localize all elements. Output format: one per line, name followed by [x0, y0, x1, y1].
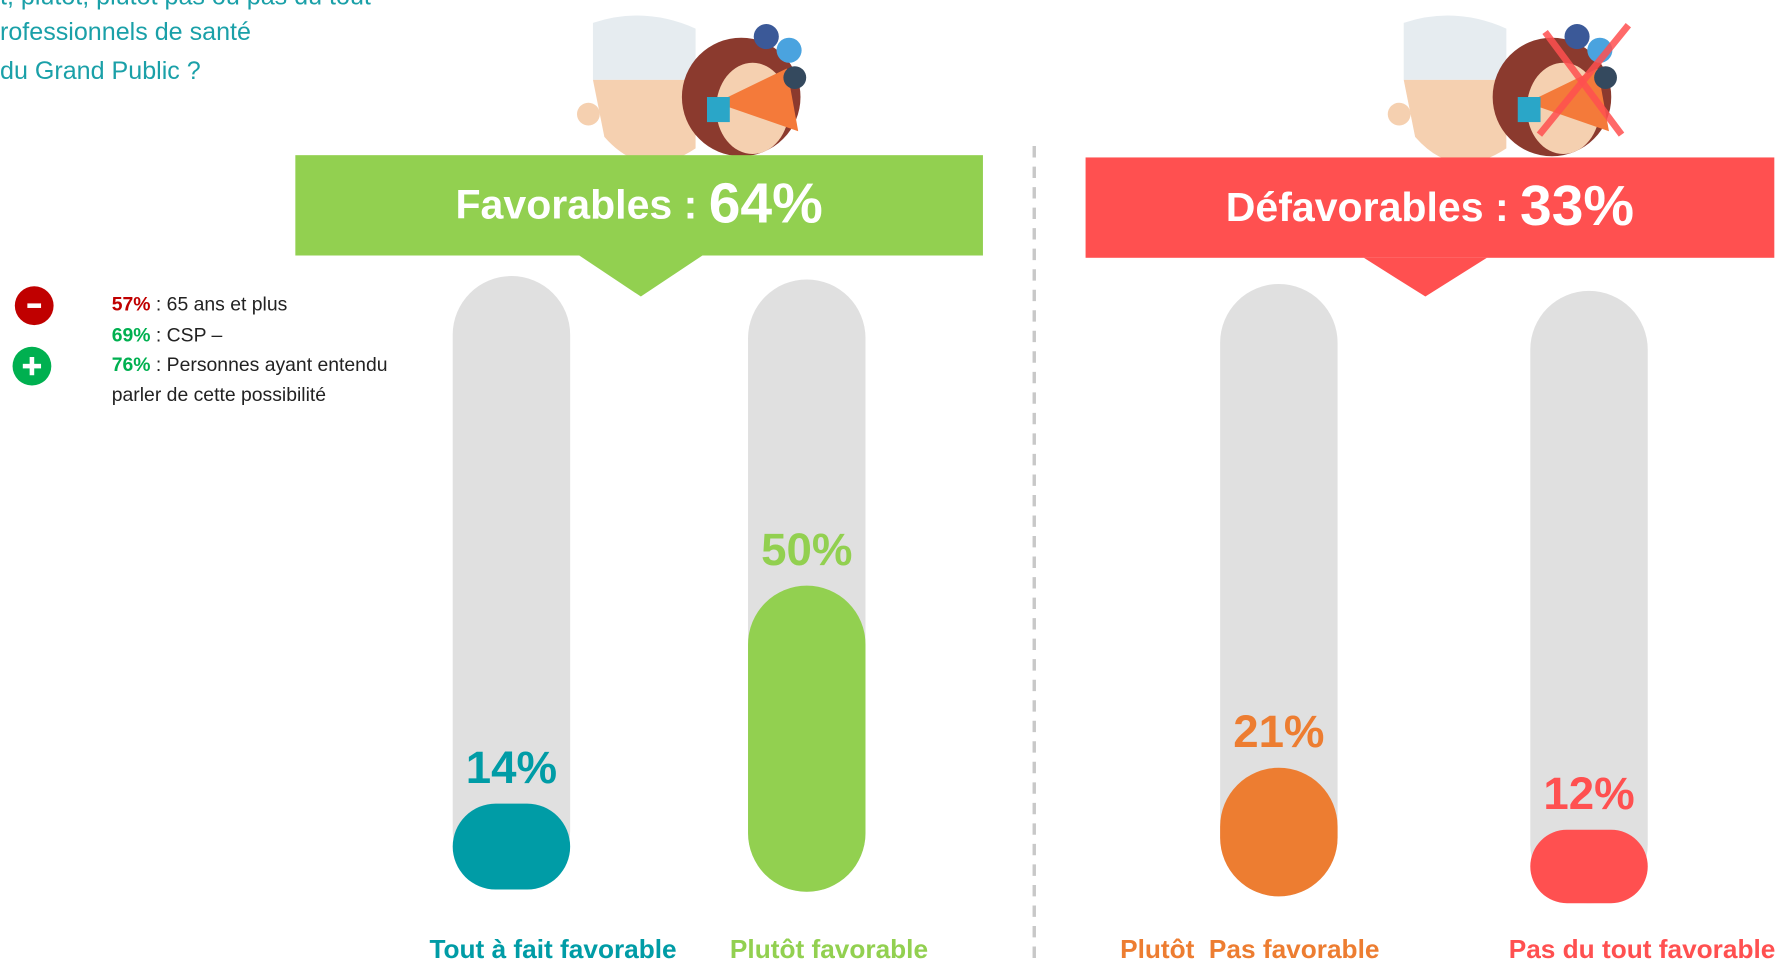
- category-label: Tout à fait favorable: [429, 934, 676, 964]
- note-value: 76%: [112, 354, 151, 376]
- note-value: 69%: [112, 325, 151, 347]
- illustration-favorable: [577, 16, 806, 172]
- value-label: 21%: [1233, 706, 1324, 757]
- group-label: Défavorables :: [1226, 184, 1520, 230]
- category-label: Plutôt Pas favorable: [1120, 934, 1379, 964]
- group-label: Favorables :: [455, 181, 708, 227]
- note: parler de cette possibilité: [112, 384, 326, 406]
- value-label: 14%: [466, 742, 557, 793]
- category-label: Pas du tout favorable: [1509, 934, 1776, 964]
- note-text: : Personnes ayant entendu: [151, 354, 388, 376]
- bar-track: [453, 276, 570, 889]
- header-line: du Grand Public ?: [0, 57, 201, 85]
- value-label: 50%: [761, 524, 852, 575]
- note-text: : 65 ans et plus: [151, 294, 288, 316]
- value-label: 12%: [1543, 768, 1634, 819]
- bar: [1530, 830, 1647, 903]
- illustration-defavorable: [1388, 16, 1629, 174]
- header-line: rofessionnels de santé: [0, 18, 251, 46]
- bar: [748, 586, 865, 892]
- bar: [453, 804, 570, 890]
- infographic: t, plutôt, plutôt pas ou pas du tout rof…: [0, 0, 1788, 966]
- note: 57% : 65 ans et plus: [112, 294, 288, 316]
- note: 69% : CSP –: [112, 325, 223, 347]
- group-value: 33%: [1520, 174, 1634, 238]
- banner-pointer: [579, 256, 702, 297]
- header-line: t, plutôt, plutôt pas ou pas du tout: [0, 0, 371, 11]
- group-title: Favorables : 64%: [455, 172, 822, 236]
- group-title: Défavorables : 33%: [1226, 174, 1634, 238]
- category-label: Plutôt favorable: [730, 934, 928, 964]
- bar: [1220, 768, 1337, 897]
- banner-pointer: [1364, 258, 1487, 297]
- note: 76% : Personnes ayant entendu: [112, 354, 388, 376]
- note-text: : CSP –: [151, 325, 223, 347]
- minus-icon: [15, 286, 54, 325]
- note-value: 57%: [112, 294, 151, 316]
- group-value: 64%: [709, 172, 823, 236]
- plus-icon: [13, 347, 52, 386]
